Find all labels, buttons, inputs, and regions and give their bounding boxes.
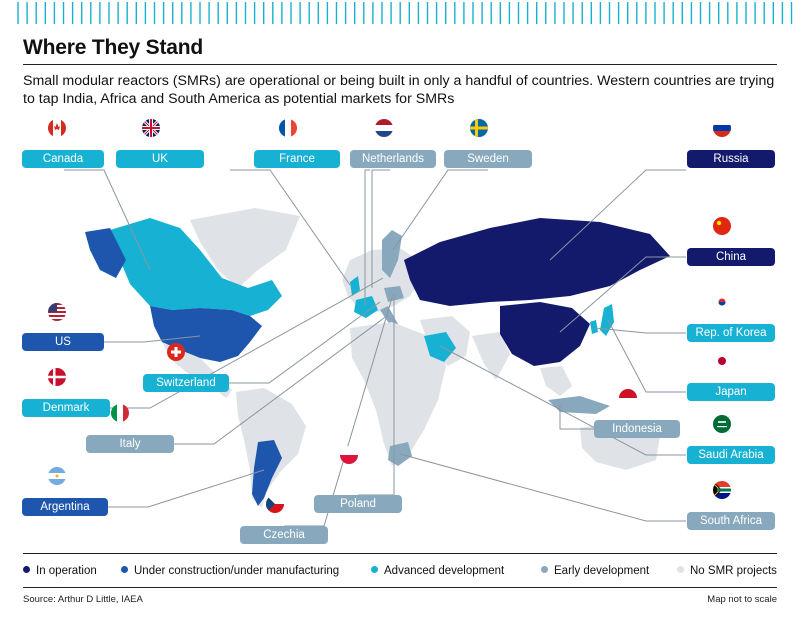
region-greenland	[190, 208, 300, 288]
legend-swatch	[677, 566, 684, 574]
region-china	[500, 302, 590, 366]
flag-sweden-icon	[470, 119, 488, 137]
flag-canada-icon	[48, 119, 66, 137]
leader-line-saudi	[439, 345, 686, 456]
leader-line-japan	[607, 319, 686, 393]
region-russia	[404, 218, 670, 306]
legend-swatch	[541, 566, 548, 574]
country-label-uk: UK	[116, 150, 204, 168]
country-label-saudi: Saudi Arabia	[687, 446, 775, 464]
flag-us-icon	[48, 303, 66, 321]
leader-line-china	[559, 256, 686, 333]
leader-line-us	[104, 335, 201, 343]
flag-netherlands-icon	[375, 119, 393, 137]
region-saudi-arabia	[424, 332, 456, 362]
source-text: Source: Arthur D Little, IAEA	[23, 594, 143, 605]
country-label-korea: Rep. of Korea	[687, 324, 775, 342]
region-southeast-asia	[540, 366, 572, 396]
country-label-czechia: Czechia	[240, 526, 328, 544]
scale-note: Map not to scale	[707, 594, 777, 605]
region-france	[354, 296, 378, 318]
leader-line-uk	[230, 169, 351, 286]
leader-line-netherlands	[371, 169, 390, 288]
flag-russia-icon	[713, 119, 731, 137]
country-label-italy: Italy	[86, 435, 174, 453]
region-japan	[600, 304, 614, 336]
flag-japan-icon	[713, 352, 731, 370]
region-argentina	[252, 440, 282, 506]
legend-label: Under construction/under manufacturing	[134, 565, 340, 577]
flag-saudi-icon	[713, 415, 731, 433]
legend-divider-top	[23, 553, 777, 554]
region-sweden	[382, 230, 402, 278]
flag-china-icon	[713, 217, 731, 235]
title-divider	[23, 64, 777, 65]
leader-line-canada	[64, 169, 151, 271]
legend-item-early: Early development	[541, 565, 649, 577]
flag-argentina-icon	[48, 467, 66, 485]
legend-divider-bottom	[23, 587, 777, 588]
legend-swatch	[23, 566, 30, 574]
country-label-us: US	[22, 333, 104, 351]
flag-switzerland-icon	[167, 343, 185, 361]
country-label-canada: Canada	[22, 150, 104, 168]
legend-item-advanced: Advanced development	[371, 565, 504, 577]
leader-line-korea	[594, 327, 686, 334]
country-label-russia: Russia	[687, 150, 775, 168]
country-label-netherlands: Netherlands	[350, 150, 436, 168]
legend-item-none: No SMR projects	[677, 565, 777, 577]
legend: In operation Under construction/under man…	[23, 565, 783, 581]
country-label-japan: Japan	[687, 383, 775, 401]
legend-swatch	[371, 566, 378, 574]
legend-label: Early development	[554, 565, 650, 577]
flag-poland-icon	[340, 446, 358, 464]
leader-line-south-africa	[399, 453, 686, 522]
country-label-sweden: Sweden	[444, 150, 532, 168]
flag-czechia-icon	[266, 495, 284, 513]
country-label-china: China	[687, 248, 775, 266]
country-label-denmark: Denmark	[22, 399, 110, 417]
flag-italy-icon	[111, 404, 129, 422]
leader-line-switzerland	[229, 301, 381, 384]
leader-line-sweden	[392, 169, 488, 251]
country-label-indonesia: Indonesia	[594, 420, 680, 438]
country-label-south-africa: South Africa	[687, 512, 775, 530]
page-title: Where They Stand	[23, 36, 203, 59]
region-indonesia	[548, 396, 610, 414]
region-india	[472, 332, 510, 380]
legend-swatch	[121, 566, 128, 574]
leader-line-russia	[549, 169, 686, 261]
region-alaska	[85, 228, 126, 278]
leader-line-italy	[174, 314, 389, 445]
legend-item-under-construction: Under construction/under manufacturing	[121, 565, 339, 577]
country-label-france: France	[254, 150, 340, 168]
flag-south-africa-icon	[713, 481, 731, 499]
flag-uk-icon	[142, 119, 160, 137]
ruler-decoration	[17, 2, 793, 24]
subtitle: Small modular reactors (SMRs) are operat…	[23, 73, 775, 107]
legend-label: In operation	[36, 565, 97, 577]
leader-line-indonesia	[559, 405, 594, 430]
flag-denmark-icon	[48, 368, 66, 386]
flag-korea-icon	[713, 293, 731, 311]
flag-indonesia-icon	[619, 389, 637, 407]
legend-item-in-operation: In operation	[23, 565, 97, 577]
flag-france-icon	[279, 119, 297, 137]
legend-label: Advanced development	[384, 565, 505, 577]
world-map	[64, 169, 686, 527]
leader-line-argentina	[108, 469, 265, 508]
leader-line-france	[364, 169, 370, 305]
region-korea	[590, 320, 598, 334]
legend-label: No SMR projects	[690, 565, 777, 577]
country-label-argentina: Argentina	[22, 498, 108, 516]
country-label-switzerland: Switzerland	[143, 374, 229, 392]
region-canada	[110, 218, 282, 316]
region-uk	[350, 276, 360, 296]
country-label-poland: Poland	[314, 495, 402, 513]
